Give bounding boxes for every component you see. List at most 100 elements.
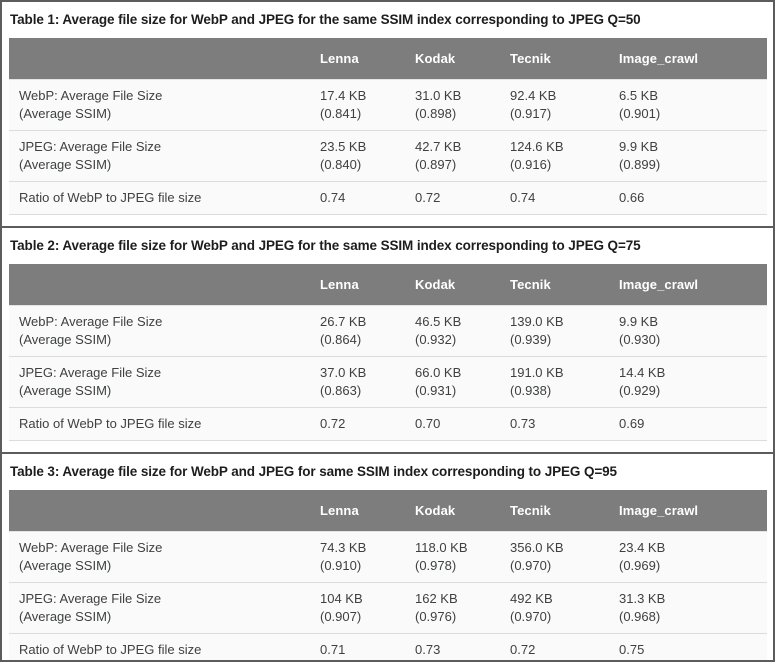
cell-subvalue: (0.917) bbox=[510, 106, 552, 121]
cell-value: 74.3 KB bbox=[320, 540, 367, 555]
table-row-jpeg: JPEG: Average File Size (Average SSIM) 3… bbox=[9, 356, 767, 408]
cell-tecnik: 492 KB (0.970) bbox=[500, 582, 609, 634]
row-sublabel: (Average SSIM) bbox=[19, 383, 112, 398]
cell-value: 0.69 bbox=[619, 416, 645, 431]
cell-lenna: 17.4 KB (0.841) bbox=[310, 79, 405, 131]
cell-tecnik: 92.4 KB (0.917) bbox=[500, 79, 609, 131]
cell-value: 0.73 bbox=[415, 642, 441, 657]
cell-image-crawl: 23.4 KB (0.969) bbox=[609, 531, 767, 583]
cell-subvalue: (0.932) bbox=[415, 332, 457, 347]
row-sublabel: (Average SSIM) bbox=[19, 106, 112, 121]
cell-kodak: 66.0 KB (0.931) bbox=[405, 356, 500, 408]
cell-kodak: 46.5 KB (0.932) bbox=[405, 305, 500, 357]
cell-value: 356.0 KB bbox=[510, 540, 564, 555]
cell-subvalue: (0.969) bbox=[619, 558, 661, 573]
cell-subvalue: (0.910) bbox=[320, 558, 362, 573]
row-label: WebP: Average File Size bbox=[19, 314, 163, 329]
cell-subvalue: (0.864) bbox=[320, 332, 362, 347]
cell-tecnik: 191.0 KB (0.938) bbox=[500, 356, 609, 408]
cell-value: 124.6 KB bbox=[510, 139, 564, 154]
cell-subvalue: (0.931) bbox=[415, 383, 457, 398]
cell-value: 66.0 KB bbox=[415, 365, 462, 380]
cell-subvalue: (0.840) bbox=[320, 157, 362, 172]
row-sublabel: (Average SSIM) bbox=[19, 332, 112, 347]
cell-image-crawl: 6.5 KB (0.901) bbox=[609, 79, 767, 131]
cell-image-crawl: 9.9 KB (0.930) bbox=[609, 305, 767, 357]
row-sublabel: (Average SSIM) bbox=[19, 558, 112, 573]
cell-subvalue: (0.899) bbox=[619, 157, 661, 172]
cell-lenna: 74.3 KB (0.910) bbox=[310, 531, 405, 583]
cell-lenna: 104 KB (0.907) bbox=[310, 582, 405, 634]
row-label-cell: WebP: Average File Size (Average SSIM) bbox=[9, 531, 310, 583]
table-header-row: Lenna Kodak Tecnik Image_crawl bbox=[9, 490, 767, 532]
table-row-webp: WebP: Average File Size (Average SSIM) 2… bbox=[9, 305, 767, 357]
column-header-tecnik: Tecnik bbox=[500, 264, 609, 306]
cell-value: 9.9 KB bbox=[619, 314, 659, 329]
cell-subvalue: (0.939) bbox=[510, 332, 552, 347]
table-row-jpeg: JPEG: Average File Size (Average SSIM) 2… bbox=[9, 130, 767, 182]
table-header-row: Lenna Kodak Tecnik Image_crawl bbox=[9, 38, 767, 80]
table-row-webp: WebP: Average File Size (Average SSIM) 7… bbox=[9, 531, 767, 583]
row-label-cell: Ratio of WebP to JPEG file size bbox=[9, 407, 310, 441]
cell-value: 104 KB bbox=[320, 591, 363, 606]
cell-subvalue: (0.976) bbox=[415, 609, 457, 624]
cell-kodak: 42.7 KB (0.897) bbox=[405, 130, 500, 182]
cell-tecnik: 356.0 KB (0.970) bbox=[500, 531, 609, 583]
cell-value: 37.0 KB bbox=[320, 365, 367, 380]
cell-image-crawl: 14.4 KB (0.929) bbox=[609, 356, 767, 408]
cell-subvalue: (0.898) bbox=[415, 106, 457, 121]
cell-value: 31.3 KB bbox=[619, 591, 666, 606]
cell-lenna: 23.5 KB (0.840) bbox=[310, 130, 405, 182]
cell-subvalue: (0.938) bbox=[510, 383, 552, 398]
cell-tecnik: 0.74 bbox=[500, 181, 609, 215]
cell-value: 0.70 bbox=[415, 416, 441, 431]
row-label-cell: JPEG: Average File Size (Average SSIM) bbox=[9, 130, 310, 182]
column-header-tecnik: Tecnik bbox=[500, 490, 609, 532]
cell-subvalue: (0.978) bbox=[415, 558, 457, 573]
cell-image-crawl: 0.66 bbox=[609, 181, 767, 215]
cell-value: 0.72 bbox=[320, 416, 346, 431]
cell-value: 0.75 bbox=[619, 642, 645, 657]
row-sublabel: (Average SSIM) bbox=[19, 609, 112, 624]
cell-lenna: 0.71 bbox=[310, 633, 405, 660]
cell-subvalue: (0.968) bbox=[619, 609, 661, 624]
cell-image-crawl: 9.9 KB (0.899) bbox=[609, 130, 767, 182]
cell-value: 9.9 KB bbox=[619, 139, 659, 154]
row-label-cell: WebP: Average File Size (Average SSIM) bbox=[9, 79, 310, 131]
column-header-image-crawl: Image_crawl bbox=[609, 264, 767, 306]
row-label: Ratio of WebP to JPEG file size bbox=[19, 416, 202, 431]
cell-value: 42.7 KB bbox=[415, 139, 462, 154]
cell-subvalue: (0.916) bbox=[510, 157, 552, 172]
cell-value: 162 KB bbox=[415, 591, 458, 606]
table-section-q75: Table 2: Average file size for WebP and … bbox=[2, 228, 773, 454]
cell-value: 0.74 bbox=[510, 190, 536, 205]
cell-tecnik: 124.6 KB (0.916) bbox=[500, 130, 609, 182]
column-header-lenna: Lenna bbox=[310, 264, 405, 306]
cell-kodak: 0.72 bbox=[405, 181, 500, 215]
column-header-lenna: Lenna bbox=[310, 38, 405, 80]
cell-kodak: 162 KB (0.976) bbox=[405, 582, 500, 634]
cell-kodak: 31.0 KB (0.898) bbox=[405, 79, 500, 131]
cell-lenna: 37.0 KB (0.863) bbox=[310, 356, 405, 408]
row-label: JPEG: Average File Size bbox=[19, 365, 162, 380]
table-header-row: Lenna Kodak Tecnik Image_crawl bbox=[9, 264, 767, 306]
column-header-image-crawl: Image_crawl bbox=[609, 490, 767, 532]
cell-value: 17.4 KB bbox=[320, 88, 367, 103]
row-label: Ratio of WebP to JPEG file size bbox=[19, 190, 202, 205]
cell-value: 118.0 KB bbox=[415, 540, 468, 555]
cell-value: 14.4 KB bbox=[619, 365, 666, 380]
cell-image-crawl: 0.69 bbox=[609, 407, 767, 441]
cell-value: 6.5 KB bbox=[619, 88, 659, 103]
cell-subvalue: (0.901) bbox=[619, 106, 661, 121]
cell-subvalue: (0.930) bbox=[619, 332, 661, 347]
table-title-q95: Table 3: Average file size for WebP and … bbox=[10, 464, 617, 479]
row-label: Ratio of WebP to JPEG file size bbox=[19, 642, 202, 657]
row-label: WebP: Average File Size bbox=[19, 88, 163, 103]
cell-subvalue: (0.841) bbox=[320, 106, 362, 121]
cell-image-crawl: 31.3 KB (0.968) bbox=[609, 582, 767, 634]
cell-value: 0.74 bbox=[320, 190, 346, 205]
cell-subvalue: (0.970) bbox=[510, 558, 552, 573]
row-label-cell: JPEG: Average File Size (Average SSIM) bbox=[9, 582, 310, 634]
row-label-cell: WebP: Average File Size (Average SSIM) bbox=[9, 305, 310, 357]
